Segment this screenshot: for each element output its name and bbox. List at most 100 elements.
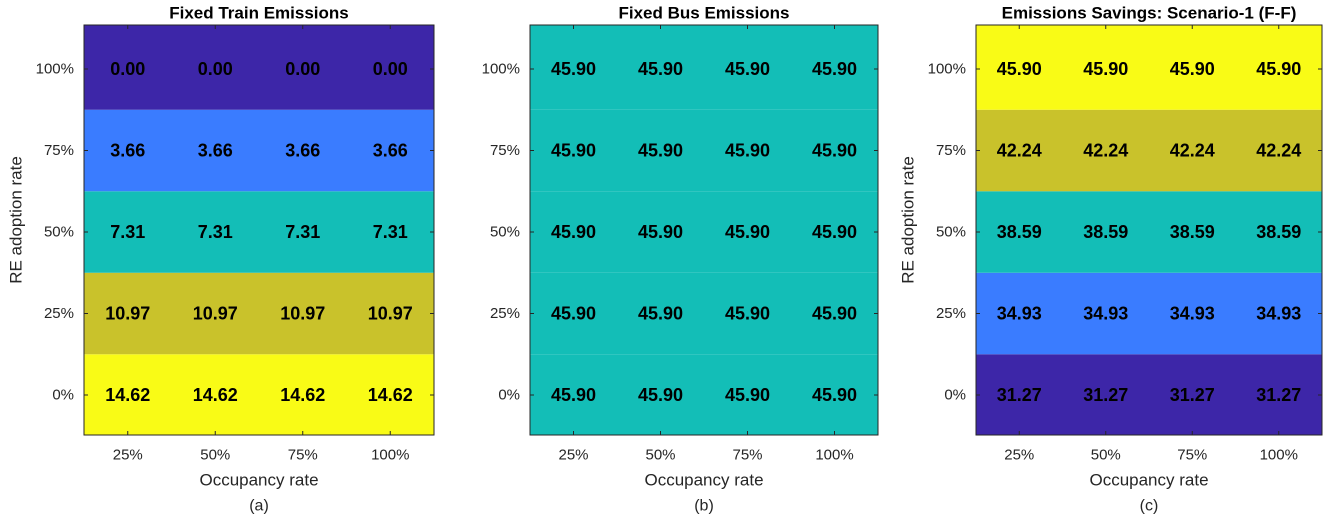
heatmap-row-band	[530, 354, 878, 435]
heatmap-cell-label: 34.93	[1256, 304, 1301, 324]
chart-title: Fixed Train Emissions	[169, 4, 349, 23]
heatmap-row-band	[976, 25, 1322, 110]
y-tick-label: 50%	[490, 224, 520, 241]
y-tick-label: 25%	[936, 305, 966, 322]
y-tick-label: 75%	[936, 142, 966, 159]
heatmap-cell-label: 34.93	[997, 304, 1042, 324]
heatmap-cell-label: 0.00	[198, 59, 233, 79]
heatmap-cell-label: 10.97	[280, 304, 325, 324]
heatmap-cell-label: 45.90	[725, 222, 770, 242]
heatmap-cell-label: 38.59	[997, 222, 1042, 242]
y-tick-label: 50%	[44, 224, 74, 241]
y-tick-label: 75%	[44, 142, 74, 159]
heatmap-cell-label: 45.90	[551, 385, 596, 405]
y-tick-label: 25%	[44, 305, 74, 322]
x-tick-label: 75%	[1177, 447, 1207, 464]
heatmap-cell-label: 45.90	[1083, 59, 1128, 79]
heatmap-cell-label: 45.90	[551, 222, 596, 242]
x-tick-label: 25%	[1004, 447, 1034, 464]
heatmap-cell-label: 45.90	[551, 141, 596, 161]
heatmap-cell-label: 3.66	[373, 141, 408, 161]
y-tick-label: 25%	[490, 305, 520, 322]
heatmap-row-band	[84, 354, 434, 435]
heatmap-cell-label: 0.00	[373, 59, 408, 79]
panel-label: (a)	[249, 498, 269, 515]
heatmap-cell-label: 7.31	[373, 222, 408, 242]
heatmap-row-band	[976, 109, 1322, 192]
heatmap-cell-label: 31.27	[1170, 385, 1215, 405]
heatmap-cell-label: 31.27	[1256, 385, 1301, 405]
heatmap-cell-label: 38.59	[1170, 222, 1215, 242]
heatmap-row-band	[84, 272, 434, 355]
heatmap-cell-label: 45.90	[725, 304, 770, 324]
x-tick-label: 50%	[1091, 447, 1121, 464]
heatmap-cell-label: 31.27	[1083, 385, 1128, 405]
y-tick-label: 75%	[490, 142, 520, 159]
x-tick-label: 75%	[288, 447, 318, 464]
heatmap-cell-label: 45.90	[725, 141, 770, 161]
heatmap-row-band	[84, 25, 434, 110]
x-tick-label: 100%	[371, 447, 409, 464]
heatmap-cell-label: 45.90	[638, 222, 683, 242]
heatmap-cell-label: 45.90	[1170, 59, 1215, 79]
heatmap-cell-label: 10.97	[368, 304, 413, 324]
heatmap-row-band	[976, 354, 1322, 435]
heatmap-row-band	[976, 272, 1322, 355]
heatmap-cell-label: 34.93	[1083, 304, 1128, 324]
x-tick-label: 50%	[200, 447, 230, 464]
heatmap-cell-label: 45.90	[638, 141, 683, 161]
heatmap-cell-label: 45.90	[812, 141, 857, 161]
heatmap-cell-label: 14.62	[280, 385, 325, 405]
heatmap-cell-label: 7.31	[198, 222, 233, 242]
heatmap-cell-label: 3.66	[110, 141, 145, 161]
x-tick-label: 50%	[645, 447, 675, 464]
y-axis-label: RE adoption rate	[899, 156, 918, 284]
heatmap-cell-label: 7.31	[110, 222, 145, 242]
heatmap-cell-label: 0.00	[285, 59, 320, 79]
heatmap-cell-label: 45.90	[725, 59, 770, 79]
x-tick-label: 100%	[815, 447, 853, 464]
heatmap-row-band	[84, 109, 434, 192]
heatmap-cell-label: 42.24	[1256, 141, 1301, 161]
heatmap-cell-label: 14.62	[105, 385, 150, 405]
y-tick-label: 100%	[928, 61, 966, 78]
heatmap-row-band	[530, 25, 878, 110]
heatmap-cell-label: 45.90	[812, 222, 857, 242]
x-tick-label: 100%	[1260, 447, 1298, 464]
heatmap-row-band	[530, 191, 878, 273]
x-tick-label: 25%	[558, 447, 588, 464]
x-axis-label: Occupancy rate	[1089, 471, 1208, 490]
heatmap-cell-label: 31.27	[997, 385, 1042, 405]
heatmap-cell-label: 34.93	[1170, 304, 1215, 324]
heatmap-cell-label: 45.90	[812, 59, 857, 79]
heatmap-cell-label: 7.31	[285, 222, 320, 242]
x-axis-label: Occupancy rate	[644, 471, 763, 490]
heatmap-row-band	[976, 191, 1322, 273]
panel-label: (b)	[694, 498, 714, 515]
heatmap-cell-label: 38.59	[1083, 222, 1128, 242]
panel-label: (c)	[1140, 498, 1159, 515]
heatmap-cell-label: 45.90	[997, 59, 1042, 79]
heatmap-cell-label: 42.24	[1083, 141, 1128, 161]
y-tick-label: 0%	[498, 387, 520, 404]
heatmap-row-band	[530, 109, 878, 192]
axes-frame	[529, 24, 879, 436]
heatmap-cell-label: 45.90	[638, 385, 683, 405]
heatmap-cell-label: 42.24	[1170, 141, 1215, 161]
y-axis-label: RE adoption rate	[7, 156, 26, 284]
heatmap-cell-label: 45.90	[812, 304, 857, 324]
x-tick-label: 25%	[113, 447, 143, 464]
heatmap-cell-label: 3.66	[198, 141, 233, 161]
heatmap-cell-label: 3.66	[285, 141, 320, 161]
y-tick-label: 100%	[482, 61, 520, 78]
heatmap-cell-label: 10.97	[105, 304, 150, 324]
heatmap-cell-label: 42.24	[997, 141, 1042, 161]
x-tick-label: 75%	[732, 447, 762, 464]
y-tick-label: 0%	[52, 387, 74, 404]
y-tick-label: 50%	[936, 224, 966, 241]
axes-frame	[975, 24, 1323, 436]
heatmap-cell-label: 45.90	[725, 385, 770, 405]
heatmap-cell-label: 45.90	[551, 59, 596, 79]
heatmap-cell-label: 45.90	[638, 304, 683, 324]
